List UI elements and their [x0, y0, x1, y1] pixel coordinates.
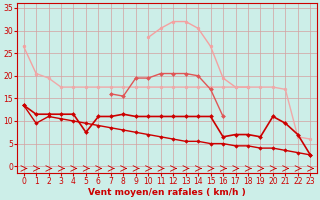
X-axis label: Vent moyen/en rafales ( km/h ): Vent moyen/en rafales ( km/h )	[88, 188, 246, 197]
